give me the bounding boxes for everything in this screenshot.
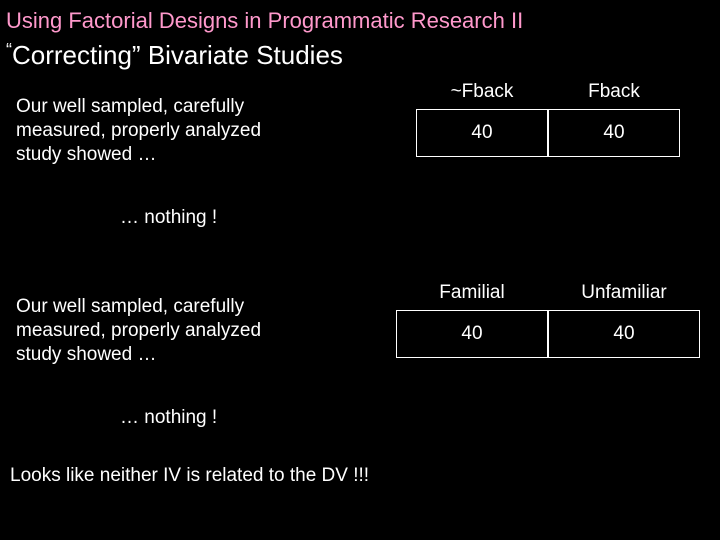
para1-line2: measured, properly analyzed (16, 119, 316, 143)
slide-title: Using Factorial Designs in Programmatic … (0, 0, 720, 36)
td-familial: 40 (396, 310, 548, 358)
td-not-fback: 40 (416, 109, 548, 157)
th-unfamiliar: Unfamiliar (548, 282, 700, 310)
para2-line2: measured, properly analyzed (16, 319, 316, 343)
nothing-1: … nothing ! (120, 207, 217, 229)
conclusion-line: Looks like neither IV is related to the … (10, 465, 369, 487)
table-fback-row: 40 40 (416, 109, 680, 157)
para2-line3: study showed … (16, 343, 316, 367)
para1-line3: study showed … (16, 143, 316, 167)
para2-line1: Our well sampled, carefully (16, 295, 316, 319)
subtitle-text: Correcting” Bivariate Studies (12, 40, 343, 70)
nothing-2: … nothing ! (120, 407, 217, 429)
table-familiar: Familial Unfamiliar 40 40 (396, 282, 700, 358)
table-fback: ~Fback Fback 40 40 (416, 81, 680, 157)
td-unfamiliar: 40 (548, 310, 700, 358)
th-familial: Familial (396, 282, 548, 310)
th-not-fback: ~Fback (416, 81, 548, 109)
slide-subtitle: “Correcting” Bivariate Studies (0, 36, 720, 77)
table-familiar-headers: Familial Unfamiliar (396, 282, 700, 310)
paragraph-2: Our well sampled, carefully measured, pr… (16, 295, 316, 366)
table-fback-headers: ~Fback Fback (416, 81, 680, 109)
para1-line1: Our well sampled, carefully (16, 95, 316, 119)
th-fback: Fback (548, 81, 680, 109)
table-familiar-row: 40 40 (396, 310, 700, 358)
td-fback: 40 (548, 109, 680, 157)
paragraph-1: Our well sampled, carefully measured, pr… (16, 95, 316, 166)
